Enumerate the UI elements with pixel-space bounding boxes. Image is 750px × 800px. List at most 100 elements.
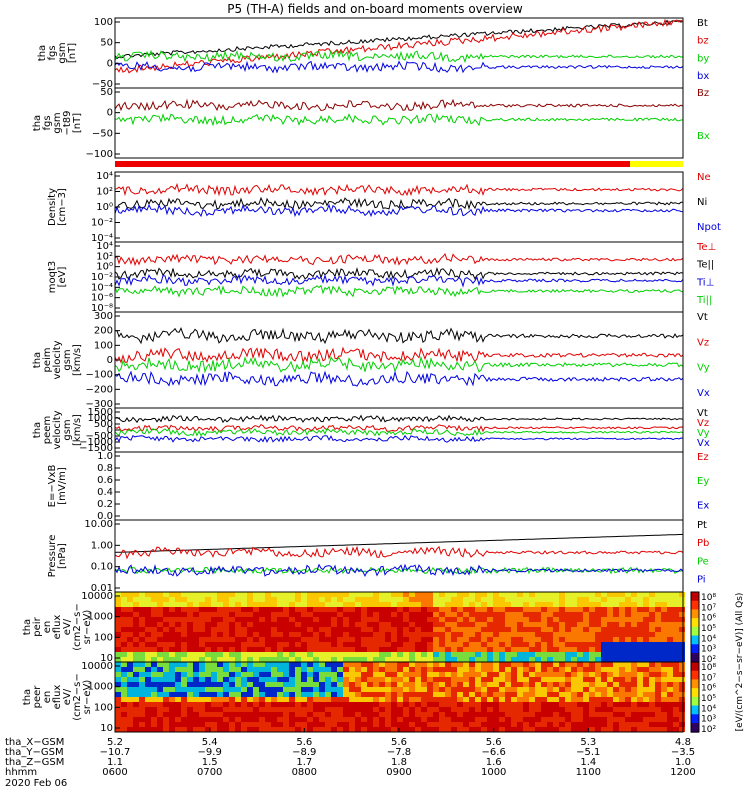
- heatmap-cell: [487, 672, 493, 677]
- colorbar-tick-label: 10⁷: [701, 603, 716, 613]
- heatmap-cell: [445, 652, 451, 657]
- heatmap-cell: [229, 702, 235, 707]
- heatmap-cell: [499, 727, 505, 732]
- heatmap-cell: [379, 667, 385, 672]
- heatmap-cell: [529, 712, 535, 717]
- heatmap-cell: [571, 677, 577, 682]
- heatmap-cell: [475, 647, 481, 652]
- heatmap-cell: [649, 687, 655, 692]
- heatmap-cell: [127, 602, 133, 607]
- heatmap-cell: [283, 667, 289, 672]
- heatmap-cell: [655, 727, 661, 732]
- heatmap-cell: [427, 632, 433, 637]
- heatmap-cell: [547, 652, 553, 657]
- heatmap-cell: [169, 632, 175, 637]
- heatmap-cell: [163, 637, 169, 642]
- heatmap-cell: [205, 622, 211, 627]
- heatmap-cell: [349, 702, 355, 707]
- heatmap-cell: [307, 632, 313, 637]
- heatmap-cell: [199, 697, 205, 702]
- heatmap-cell: [409, 697, 415, 702]
- heatmap-cell: [649, 702, 655, 707]
- heatmap-cell: [145, 677, 151, 682]
- heatmap-cell: [115, 612, 121, 617]
- heatmap-cell: [115, 662, 121, 667]
- heatmap-cell: [667, 667, 673, 672]
- heatmap-cell: [319, 672, 325, 677]
- heatmap-cell: [187, 662, 193, 667]
- heatmap-cell: [145, 667, 151, 672]
- heatmap-cell: [661, 697, 667, 702]
- heatmap-cell: [583, 662, 589, 667]
- heatmap-cell: [391, 642, 397, 647]
- heatmap-cell: [619, 592, 625, 597]
- heatmap-cell: [451, 697, 457, 702]
- heatmap-cell: [553, 672, 559, 677]
- y-tick-label: 10²: [96, 187, 113, 198]
- legend-entry: Ti⊥: [696, 277, 714, 288]
- heatmap-cell: [655, 632, 661, 637]
- heatmap-cell: [481, 702, 487, 707]
- heatmap-cell: [595, 652, 601, 657]
- heatmap-cell: [505, 647, 511, 652]
- heatmap-cell: [601, 642, 607, 647]
- heatmap-cell: [451, 722, 457, 727]
- heatmap-cell: [475, 697, 481, 702]
- heatmap-cell: [523, 607, 529, 612]
- heatmap-cell: [403, 687, 409, 692]
- heatmap-cell: [157, 727, 163, 732]
- heatmap-cell: [397, 612, 403, 617]
- heatmap-cell: [649, 652, 655, 657]
- heatmap-cell: [133, 632, 139, 637]
- heatmap-cell: [211, 592, 217, 597]
- heatmap-cell: [481, 597, 487, 602]
- heatmap-cell: [415, 607, 421, 612]
- heatmap-cell: [313, 727, 319, 732]
- heatmap-cell: [481, 592, 487, 597]
- heatmap-cell: [481, 677, 487, 682]
- heatmap-cell: [529, 687, 535, 692]
- heatmap-cell: [499, 702, 505, 707]
- heatmap-cell: [253, 622, 259, 627]
- heatmap-cell: [427, 662, 433, 667]
- heatmap-cell: [631, 647, 637, 652]
- heatmap-cell: [553, 612, 559, 617]
- colorbar-swatch: [691, 722, 699, 733]
- heatmap-cell: [331, 717, 337, 722]
- heatmap-cell: [181, 707, 187, 712]
- heatmap-cell: [541, 682, 547, 687]
- heatmap-cell: [565, 612, 571, 617]
- heatmap-cell: [331, 712, 337, 717]
- heatmap-cell: [673, 622, 679, 627]
- heatmap-cell: [511, 727, 517, 732]
- heatmap-cell: [409, 652, 415, 657]
- heatmap-cell: [211, 717, 217, 722]
- heatmap-cell: [649, 622, 655, 627]
- x-axis-tick-label: 5.4: [202, 737, 218, 748]
- heatmap-cell: [577, 612, 583, 617]
- heatmap-cell: [487, 622, 493, 627]
- heatmap-cell: [679, 717, 685, 722]
- heatmap-cell: [307, 697, 313, 702]
- heatmap-cell: [355, 727, 361, 732]
- heatmap-cell: [649, 632, 655, 637]
- heatmap-cell: [115, 597, 121, 602]
- heatmap-cell: [325, 707, 331, 712]
- heatmap-cell: [355, 637, 361, 642]
- heatmap-cell: [163, 727, 169, 732]
- heatmap-cell: [679, 722, 685, 727]
- heatmap-cell: [127, 597, 133, 602]
- heatmap-cell: [187, 677, 193, 682]
- colorbar-tick-label: 10²: [701, 655, 716, 665]
- heatmap-cell: [199, 672, 205, 677]
- heatmap-cell: [265, 637, 271, 642]
- heatmap-cell: [361, 667, 367, 672]
- heatmap-cell: [613, 637, 619, 642]
- heatmap-cell: [175, 627, 181, 632]
- heatmap-cell: [523, 627, 529, 632]
- heatmap-cell: [391, 612, 397, 617]
- heatmap-cell: [247, 692, 253, 697]
- heatmap-cell: [187, 597, 193, 602]
- heatmap-cell: [157, 657, 163, 662]
- heatmap-cell: [637, 692, 643, 697]
